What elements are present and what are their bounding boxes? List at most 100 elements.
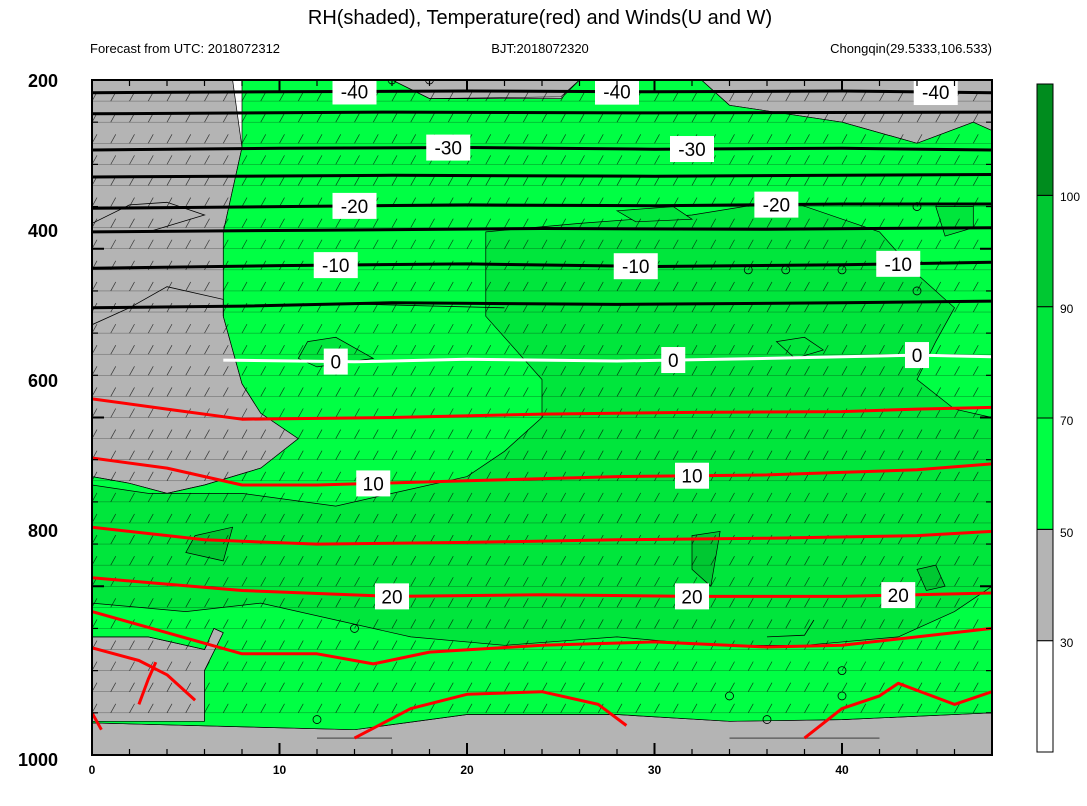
wind-barb-feather xyxy=(954,176,960,186)
wind-barb-feather xyxy=(466,619,473,629)
wind-barb-feather xyxy=(879,281,885,292)
contour-label: 0 xyxy=(330,353,341,374)
wind-barb-feather xyxy=(879,302,885,313)
wind-barb-feather xyxy=(860,492,867,503)
wind-barb-feather xyxy=(447,703,454,713)
wind-barb-feather xyxy=(822,323,829,334)
wind-barb-feather xyxy=(204,345,210,355)
wind-barb-feather xyxy=(466,682,473,692)
wind-barb-feather xyxy=(297,91,304,102)
wind-barb-feather xyxy=(560,703,567,713)
wind-barb-feather xyxy=(129,429,135,439)
wind-barb-feather xyxy=(935,682,942,692)
wind-barb-feather xyxy=(692,80,693,81)
wind-barb-feather xyxy=(410,577,417,587)
wind-barb-feather xyxy=(935,513,942,524)
wind-barb-feather xyxy=(522,323,529,334)
wind-barb-feather xyxy=(447,450,454,460)
wind-barb-feather xyxy=(335,134,342,144)
wind-barb-feather xyxy=(747,387,754,397)
wind-barb-feather xyxy=(710,682,717,692)
wind-barb-feather xyxy=(860,91,867,102)
wind-barb-feather xyxy=(279,619,285,629)
wind-barb-feather xyxy=(935,239,942,249)
rh-region xyxy=(775,336,825,359)
wind-barb-feather xyxy=(222,513,229,524)
wind-barb-feather xyxy=(597,577,604,587)
wind-barb-feather xyxy=(110,640,117,650)
wind-barb-feather xyxy=(204,450,210,460)
wind-barb-feather xyxy=(954,534,960,545)
wind-barb-feather xyxy=(410,91,417,102)
wind-barb-feather xyxy=(391,281,398,292)
wind-barb-feather xyxy=(504,155,510,165)
wind-barb-feather xyxy=(935,345,942,355)
wind-barb-feather xyxy=(129,555,135,566)
wind-barb-feather xyxy=(297,577,304,587)
colorbar-box xyxy=(1036,417,1054,530)
wind-barb-feather xyxy=(129,134,135,144)
wind-barb-feather xyxy=(129,450,135,460)
isotherm-line xyxy=(92,226,992,234)
wind-barb-feather xyxy=(654,134,660,144)
colorbar-tick-label: 90 xyxy=(1060,302,1074,316)
wind-barb-feather xyxy=(260,134,267,144)
wind-barb-feather xyxy=(335,218,342,228)
wind-barb-feather xyxy=(241,91,248,102)
wind-barb-feather xyxy=(222,492,229,503)
wind-barb-feather xyxy=(729,577,735,587)
wind-barb-feather xyxy=(410,682,417,692)
wind-barb-feather xyxy=(522,366,529,376)
plot-area: -40 -40 -40 -30 -30 -20 -20 -10 -10 -10 0 0 0 10 10 20 2… xyxy=(91,78,993,756)
wind-barb-feather xyxy=(391,113,398,123)
wind-barb-feather xyxy=(897,640,904,650)
wind-barb-feather xyxy=(279,661,285,671)
wind-barb-feather xyxy=(372,387,379,397)
wind-barb-feather xyxy=(972,513,979,524)
wind-barb-feather xyxy=(372,134,379,144)
contour-label: -20 xyxy=(341,197,368,218)
wind-barb-feather xyxy=(185,640,192,650)
wind-barb-feather xyxy=(372,345,379,355)
wind-barb-feather xyxy=(429,218,435,228)
contour-labels: -40 -40 -40 -30 -30 -20 -20 -10 -10 -10 0 0 0 10 10 20 2… xyxy=(313,78,958,610)
wind-barb-feather xyxy=(110,345,117,355)
wind-barb-feather xyxy=(335,661,342,671)
wind-barb-feather xyxy=(616,555,623,566)
wind-barb-feather xyxy=(654,513,660,524)
wind-barb-feather xyxy=(147,323,154,334)
wind-barb-feather xyxy=(541,155,548,165)
wind-barb-feather xyxy=(129,323,135,334)
wind-barb-feather xyxy=(241,408,248,418)
wind-barb-feather xyxy=(166,281,173,292)
wind-barb-feather xyxy=(241,682,248,692)
wind-barb-feather xyxy=(691,492,698,503)
wind-barb-feather xyxy=(391,471,398,481)
wind-barb-feather xyxy=(597,113,604,123)
wind-barb-feather xyxy=(841,281,848,292)
wind-barb-feather xyxy=(935,80,937,81)
wind-barb-feather xyxy=(466,345,473,355)
wind-barb-feather xyxy=(841,155,848,165)
wind-barb-feather xyxy=(241,640,248,650)
isotherm-line xyxy=(353,690,628,740)
wind-barb-feather xyxy=(204,598,210,608)
wind-barb-feather xyxy=(391,134,398,144)
wind-barb-feather xyxy=(129,492,135,503)
wind-barb-feather xyxy=(916,598,923,608)
wind-barb-feather xyxy=(297,323,304,334)
wind-barb-feather xyxy=(354,429,360,439)
wind-barb-feather xyxy=(841,577,848,587)
x-tick-label: 20 xyxy=(460,763,474,777)
wind-barb-feather xyxy=(316,218,323,228)
wind-barb-feather xyxy=(147,366,154,376)
wind-barb-feather xyxy=(241,598,248,608)
wind-barb-feather xyxy=(916,492,923,503)
wind-barb-feather xyxy=(110,534,117,545)
wind-barb-feather xyxy=(316,323,323,334)
wind-barb-feather xyxy=(560,281,567,292)
wind-barb-feather xyxy=(579,134,585,144)
wind-barb-feather xyxy=(335,682,342,692)
wind-barb-feather xyxy=(335,429,342,439)
wind-barb-feather xyxy=(429,387,435,397)
